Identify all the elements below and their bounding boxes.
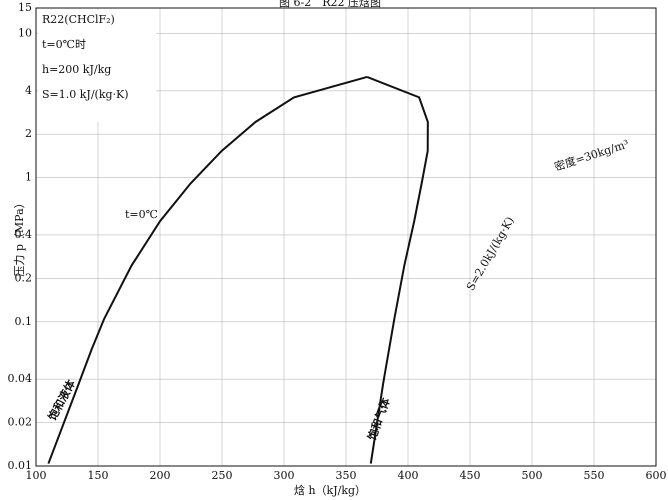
x-tick-label: 100 xyxy=(26,469,47,482)
y-tick-label: 1 xyxy=(25,171,32,184)
y-tick-label: 0.02 xyxy=(8,416,33,429)
annotation: t=0℃ xyxy=(125,208,158,221)
x-tick-label: 250 xyxy=(212,469,233,482)
info-line: R22(CHClF₂) xyxy=(42,13,115,26)
x-tick-label: 500 xyxy=(522,469,543,482)
y-tick-label: 0.2 xyxy=(15,271,33,284)
y-tick-label: 0.1 xyxy=(15,315,33,328)
y-tick-label: 4 xyxy=(25,84,32,97)
info-line: S=1.0 kJ/(kg·K) xyxy=(42,88,129,101)
saturation-line xyxy=(47,75,368,464)
y-tick-label: 0.01 xyxy=(8,459,33,472)
info-line: h=200 kJ/kg xyxy=(42,63,111,76)
chart-title: 图 6-2 R22 压焓图 xyxy=(279,0,381,9)
x-axis-label: 焓 h（kJ/kg） xyxy=(294,483,366,497)
x-tick-label: 200 xyxy=(150,469,171,482)
x-tick-label: 600 xyxy=(646,469,667,482)
info-line: t=0℃时 xyxy=(42,38,86,51)
y-tick-label: 0.4 xyxy=(15,228,33,241)
y-tick-label: 0.04 xyxy=(8,372,33,385)
y-tick-label: 15 xyxy=(18,1,32,14)
y-tick-label: 2 xyxy=(25,127,32,140)
x-tick-label: 450 xyxy=(460,469,481,482)
x-tick-label: 150 xyxy=(88,469,109,482)
y-axis-label: 压力 p（MPa） xyxy=(13,197,26,276)
x-tick-label: 300 xyxy=(274,469,295,482)
y-tick-label: 10 xyxy=(18,26,32,39)
info-box xyxy=(38,10,156,122)
x-tick-label: 350 xyxy=(336,469,357,482)
plot-frame xyxy=(35,7,657,467)
x-tick-label: 400 xyxy=(398,469,419,482)
saturation-line xyxy=(366,75,429,464)
x-tick-label: 550 xyxy=(584,469,605,482)
